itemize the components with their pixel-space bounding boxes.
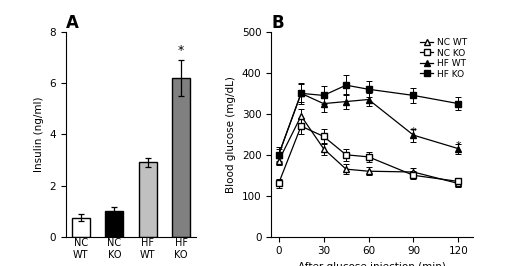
Text: A: A — [66, 14, 78, 32]
Bar — [72, 218, 90, 237]
Bar — [138, 163, 157, 237]
Y-axis label: Blood glucose (mg/dL): Blood glucose (mg/dL) — [226, 76, 236, 193]
Text: B: B — [271, 14, 284, 32]
Bar — [105, 211, 124, 237]
Text: *: * — [178, 44, 184, 57]
Text: *: * — [411, 127, 416, 137]
Legend: NC WT, NC KO, HF WT, HF KO: NC WT, NC KO, HF WT, HF KO — [418, 36, 469, 81]
Bar — [172, 78, 190, 237]
X-axis label: After glucose injection (min): After glucose injection (min) — [298, 262, 446, 266]
Y-axis label: Insulin (ng/ml): Insulin (ng/ml) — [34, 97, 44, 172]
Text: *: * — [456, 141, 461, 151]
